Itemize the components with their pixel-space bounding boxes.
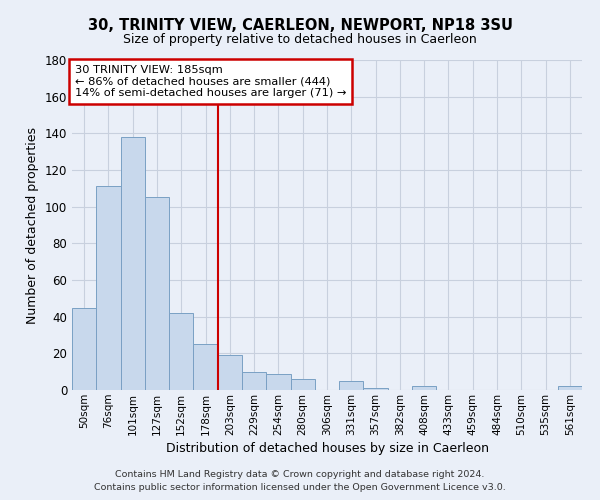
Bar — [558, 386, 582, 390]
Bar — [339, 381, 364, 390]
Bar — [193, 344, 218, 390]
Bar — [169, 313, 193, 390]
Bar — [121, 137, 145, 390]
Bar — [412, 386, 436, 390]
Text: Contains HM Land Registry data © Crown copyright and database right 2024.
Contai: Contains HM Land Registry data © Crown c… — [94, 470, 506, 492]
Bar — [96, 186, 121, 390]
Bar — [72, 308, 96, 390]
Bar — [266, 374, 290, 390]
Text: Size of property relative to detached houses in Caerleon: Size of property relative to detached ho… — [123, 32, 477, 46]
Bar — [364, 388, 388, 390]
Bar — [218, 355, 242, 390]
Text: 30, TRINITY VIEW, CAERLEON, NEWPORT, NP18 3SU: 30, TRINITY VIEW, CAERLEON, NEWPORT, NP1… — [88, 18, 512, 32]
Bar — [290, 379, 315, 390]
Y-axis label: Number of detached properties: Number of detached properties — [26, 126, 39, 324]
Bar — [242, 372, 266, 390]
Text: 30 TRINITY VIEW: 185sqm
← 86% of detached houses are smaller (444)
14% of semi-d: 30 TRINITY VIEW: 185sqm ← 86% of detache… — [74, 65, 346, 98]
X-axis label: Distribution of detached houses by size in Caerleon: Distribution of detached houses by size … — [166, 442, 488, 455]
Bar — [145, 198, 169, 390]
